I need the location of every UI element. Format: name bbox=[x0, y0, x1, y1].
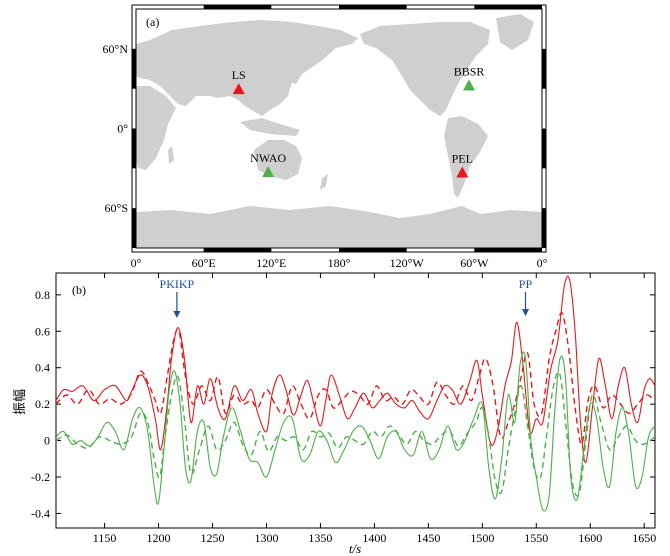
map-x-tick-label: 180° bbox=[328, 256, 351, 270]
x-tick-label: 1150 bbox=[93, 531, 117, 545]
y-tick-label: 0 bbox=[44, 434, 50, 448]
series-line-4 bbox=[56, 372, 655, 496]
map-x-tick-label: 120°W bbox=[390, 256, 425, 270]
x-tick-label: 1600 bbox=[578, 531, 602, 545]
map-border-segment-left bbox=[132, 129, 136, 169]
map-panel-label: (a) bbox=[146, 15, 159, 29]
y-axis-label: 振幅 bbox=[13, 389, 28, 415]
arrow-down-icon bbox=[173, 311, 180, 318]
station-label: LS bbox=[232, 68, 246, 82]
map-border-segment-bottom bbox=[204, 248, 272, 252]
map-x-tick-labels: 0° 60°E 120°E 180° 120°W 60°W 0° bbox=[131, 256, 548, 270]
annotation-label: PKIKP bbox=[160, 277, 195, 291]
map-border-segment-top bbox=[474, 5, 542, 9]
map-border-segment-right bbox=[542, 129, 546, 169]
map-border-segment-left bbox=[132, 208, 136, 248]
annotation-label: PP bbox=[519, 277, 533, 291]
map-border-segment-right bbox=[542, 49, 546, 89]
map-border-segment-top bbox=[339, 5, 407, 9]
map-x-tick-label: 0° bbox=[131, 256, 142, 270]
map-x-tick-label: 60°E bbox=[192, 256, 216, 270]
station-label: NWAO bbox=[250, 151, 286, 165]
y-tick-label: -0.2 bbox=[31, 470, 50, 484]
y-tick-label: 0.2 bbox=[35, 397, 50, 411]
map-y-tick-label: 60°N bbox=[103, 42, 129, 56]
x-tick-label: 1500 bbox=[470, 531, 494, 545]
y-tick-label: 0.8 bbox=[35, 288, 50, 302]
trace-annotations: PKIKP PP bbox=[160, 277, 533, 318]
x-tick-label: 1300 bbox=[254, 531, 278, 545]
trace-panel-label: (b) bbox=[72, 283, 86, 297]
x-axis-label: t/s bbox=[349, 541, 361, 556]
map-border-segment-bottom bbox=[474, 248, 542, 252]
arrow-down-icon bbox=[522, 309, 529, 316]
trace-y-ticks: 0.8 0.6 0.4 0.2 0 -0.2 -0.4 bbox=[31, 288, 655, 521]
x-tick-label: 1650 bbox=[632, 531, 656, 545]
map-x-tick-label: 120°E bbox=[256, 256, 286, 270]
figure: LSBBSRNWAOPEL 0°60°E120°E180°120°W60°W0°… bbox=[0, 0, 670, 556]
x-tick-label: 1350 bbox=[308, 531, 332, 545]
y-tick-label: 0.4 bbox=[35, 361, 50, 375]
y-tick-label: 0.6 bbox=[35, 324, 50, 338]
x-tick-label: 1450 bbox=[416, 531, 440, 545]
map-border-segment-top bbox=[204, 5, 272, 9]
annotation-pkikp: PKIKP bbox=[160, 277, 195, 318]
x-tick-label: 1400 bbox=[362, 531, 386, 545]
station-label: BBSR bbox=[454, 64, 485, 78]
map-border-segment-right bbox=[542, 208, 546, 248]
x-tick-label: 1200 bbox=[147, 531, 171, 545]
station-label: PEL bbox=[452, 151, 473, 165]
series-line-3 bbox=[56, 352, 655, 511]
map-x-tick-label: 60°W bbox=[460, 256, 489, 270]
map-y-tick-labels: 60°N 0° 60°S bbox=[103, 42, 129, 215]
map-border-segment-left bbox=[132, 49, 136, 89]
map-panel: LSBBSRNWAOPEL 0°60°E120°E180°120°W60°W0°… bbox=[103, 5, 548, 270]
trace-frame bbox=[56, 273, 655, 528]
x-tick-label: 1250 bbox=[200, 531, 224, 545]
y-tick-label: -0.4 bbox=[31, 506, 50, 520]
map-x-tick-label: 0° bbox=[537, 256, 548, 270]
annotation-pp: PP bbox=[519, 277, 533, 316]
trace-panel: 0.8 0.6 0.4 0.2 0 -0.2 -0.4 1150 1200 1250 1300 13… bbox=[13, 273, 656, 556]
x-tick-label: 1550 bbox=[524, 531, 548, 545]
map-y-tick-label: 0° bbox=[117, 122, 128, 136]
map-y-tick-label: 60°S bbox=[105, 201, 128, 215]
trace-series bbox=[56, 276, 655, 511]
map-border-segment-bottom bbox=[339, 248, 407, 252]
